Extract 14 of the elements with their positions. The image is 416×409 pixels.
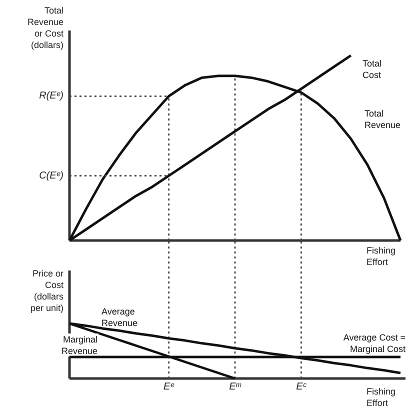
x-axis-title: Fishing Effort (366, 386, 396, 408)
ref-line-label: R(Eᵉ) (39, 90, 64, 102)
y-axis-title: Total Revenue or Cost (dollars) (27, 6, 64, 50)
y-axis-title: Price or Cost (dollars per unit) (30, 268, 64, 313)
series-label: Marginal Revenue (61, 334, 98, 356)
series-label: Total Cost (362, 58, 382, 80)
x-tick-label: Eᵉ (164, 382, 174, 392)
series-label: Average Cost = Marginal Cost (343, 332, 406, 354)
series-label: Average Revenue (102, 306, 138, 328)
x-tick-label: Eᶜ (296, 382, 307, 392)
ref-line-label: C(Eᵉ) (39, 170, 64, 182)
x-axis-title: Fishing Effort (366, 246, 396, 267)
x-tick-label: Eᵐ (229, 382, 242, 392)
series-label: Total Revenue (364, 108, 401, 130)
